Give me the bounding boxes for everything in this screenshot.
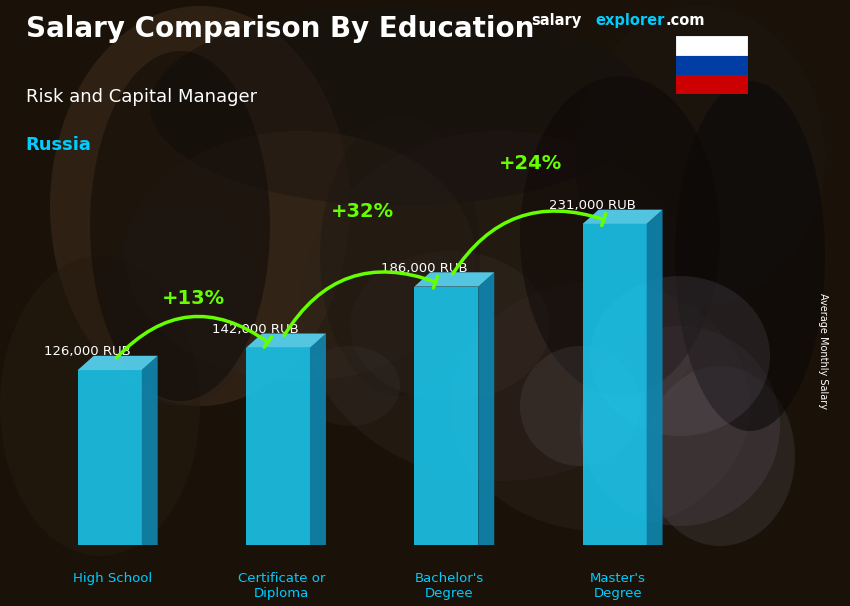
Text: Certificate or
Diploma: Certificate or Diploma [237,573,325,601]
Polygon shape [246,348,310,545]
Text: Master's
Degree: Master's Degree [590,573,646,601]
Ellipse shape [520,76,720,396]
Ellipse shape [520,346,640,466]
Ellipse shape [300,131,700,481]
Ellipse shape [300,346,400,426]
Ellipse shape [125,131,475,381]
Polygon shape [414,287,479,545]
Polygon shape [647,210,662,545]
Text: Bachelor's
Degree: Bachelor's Degree [415,573,484,601]
Ellipse shape [580,326,780,526]
Ellipse shape [645,366,795,546]
Ellipse shape [320,116,480,396]
Text: 231,000 RUB: 231,000 RUB [549,199,636,212]
Text: +24%: +24% [499,155,562,173]
Polygon shape [310,333,326,545]
Text: 186,000 RUB: 186,000 RUB [381,262,468,275]
Polygon shape [77,356,158,370]
Polygon shape [246,333,326,348]
Polygon shape [414,272,494,287]
Bar [676,75,748,94]
Ellipse shape [0,256,200,556]
Text: Russia: Russia [26,136,91,155]
Text: 142,000 RUB: 142,000 RUB [212,323,299,336]
Text: .com: .com [666,13,705,28]
Ellipse shape [575,6,825,306]
Ellipse shape [350,251,550,401]
Text: Average Monthly Salary: Average Monthly Salary [818,293,828,410]
Polygon shape [479,272,494,545]
Ellipse shape [150,6,650,206]
Text: +32%: +32% [331,202,394,221]
Polygon shape [582,210,662,224]
Text: salary: salary [531,13,581,28]
Polygon shape [142,356,158,545]
Ellipse shape [50,6,350,406]
Text: explorer: explorer [595,13,665,28]
Text: High School: High School [73,573,152,585]
Polygon shape [582,224,647,545]
Text: Salary Comparison By Education: Salary Comparison By Education [26,15,534,43]
Ellipse shape [105,206,255,406]
Text: Risk and Capital Manager: Risk and Capital Manager [26,88,257,106]
Ellipse shape [675,81,825,431]
Polygon shape [77,370,142,545]
Text: 126,000 RUB: 126,000 RUB [44,345,131,358]
Ellipse shape [450,281,750,531]
Ellipse shape [590,276,770,436]
Text: +13%: +13% [162,290,225,308]
Bar [676,36,748,56]
Bar [676,56,748,75]
Ellipse shape [90,51,270,401]
